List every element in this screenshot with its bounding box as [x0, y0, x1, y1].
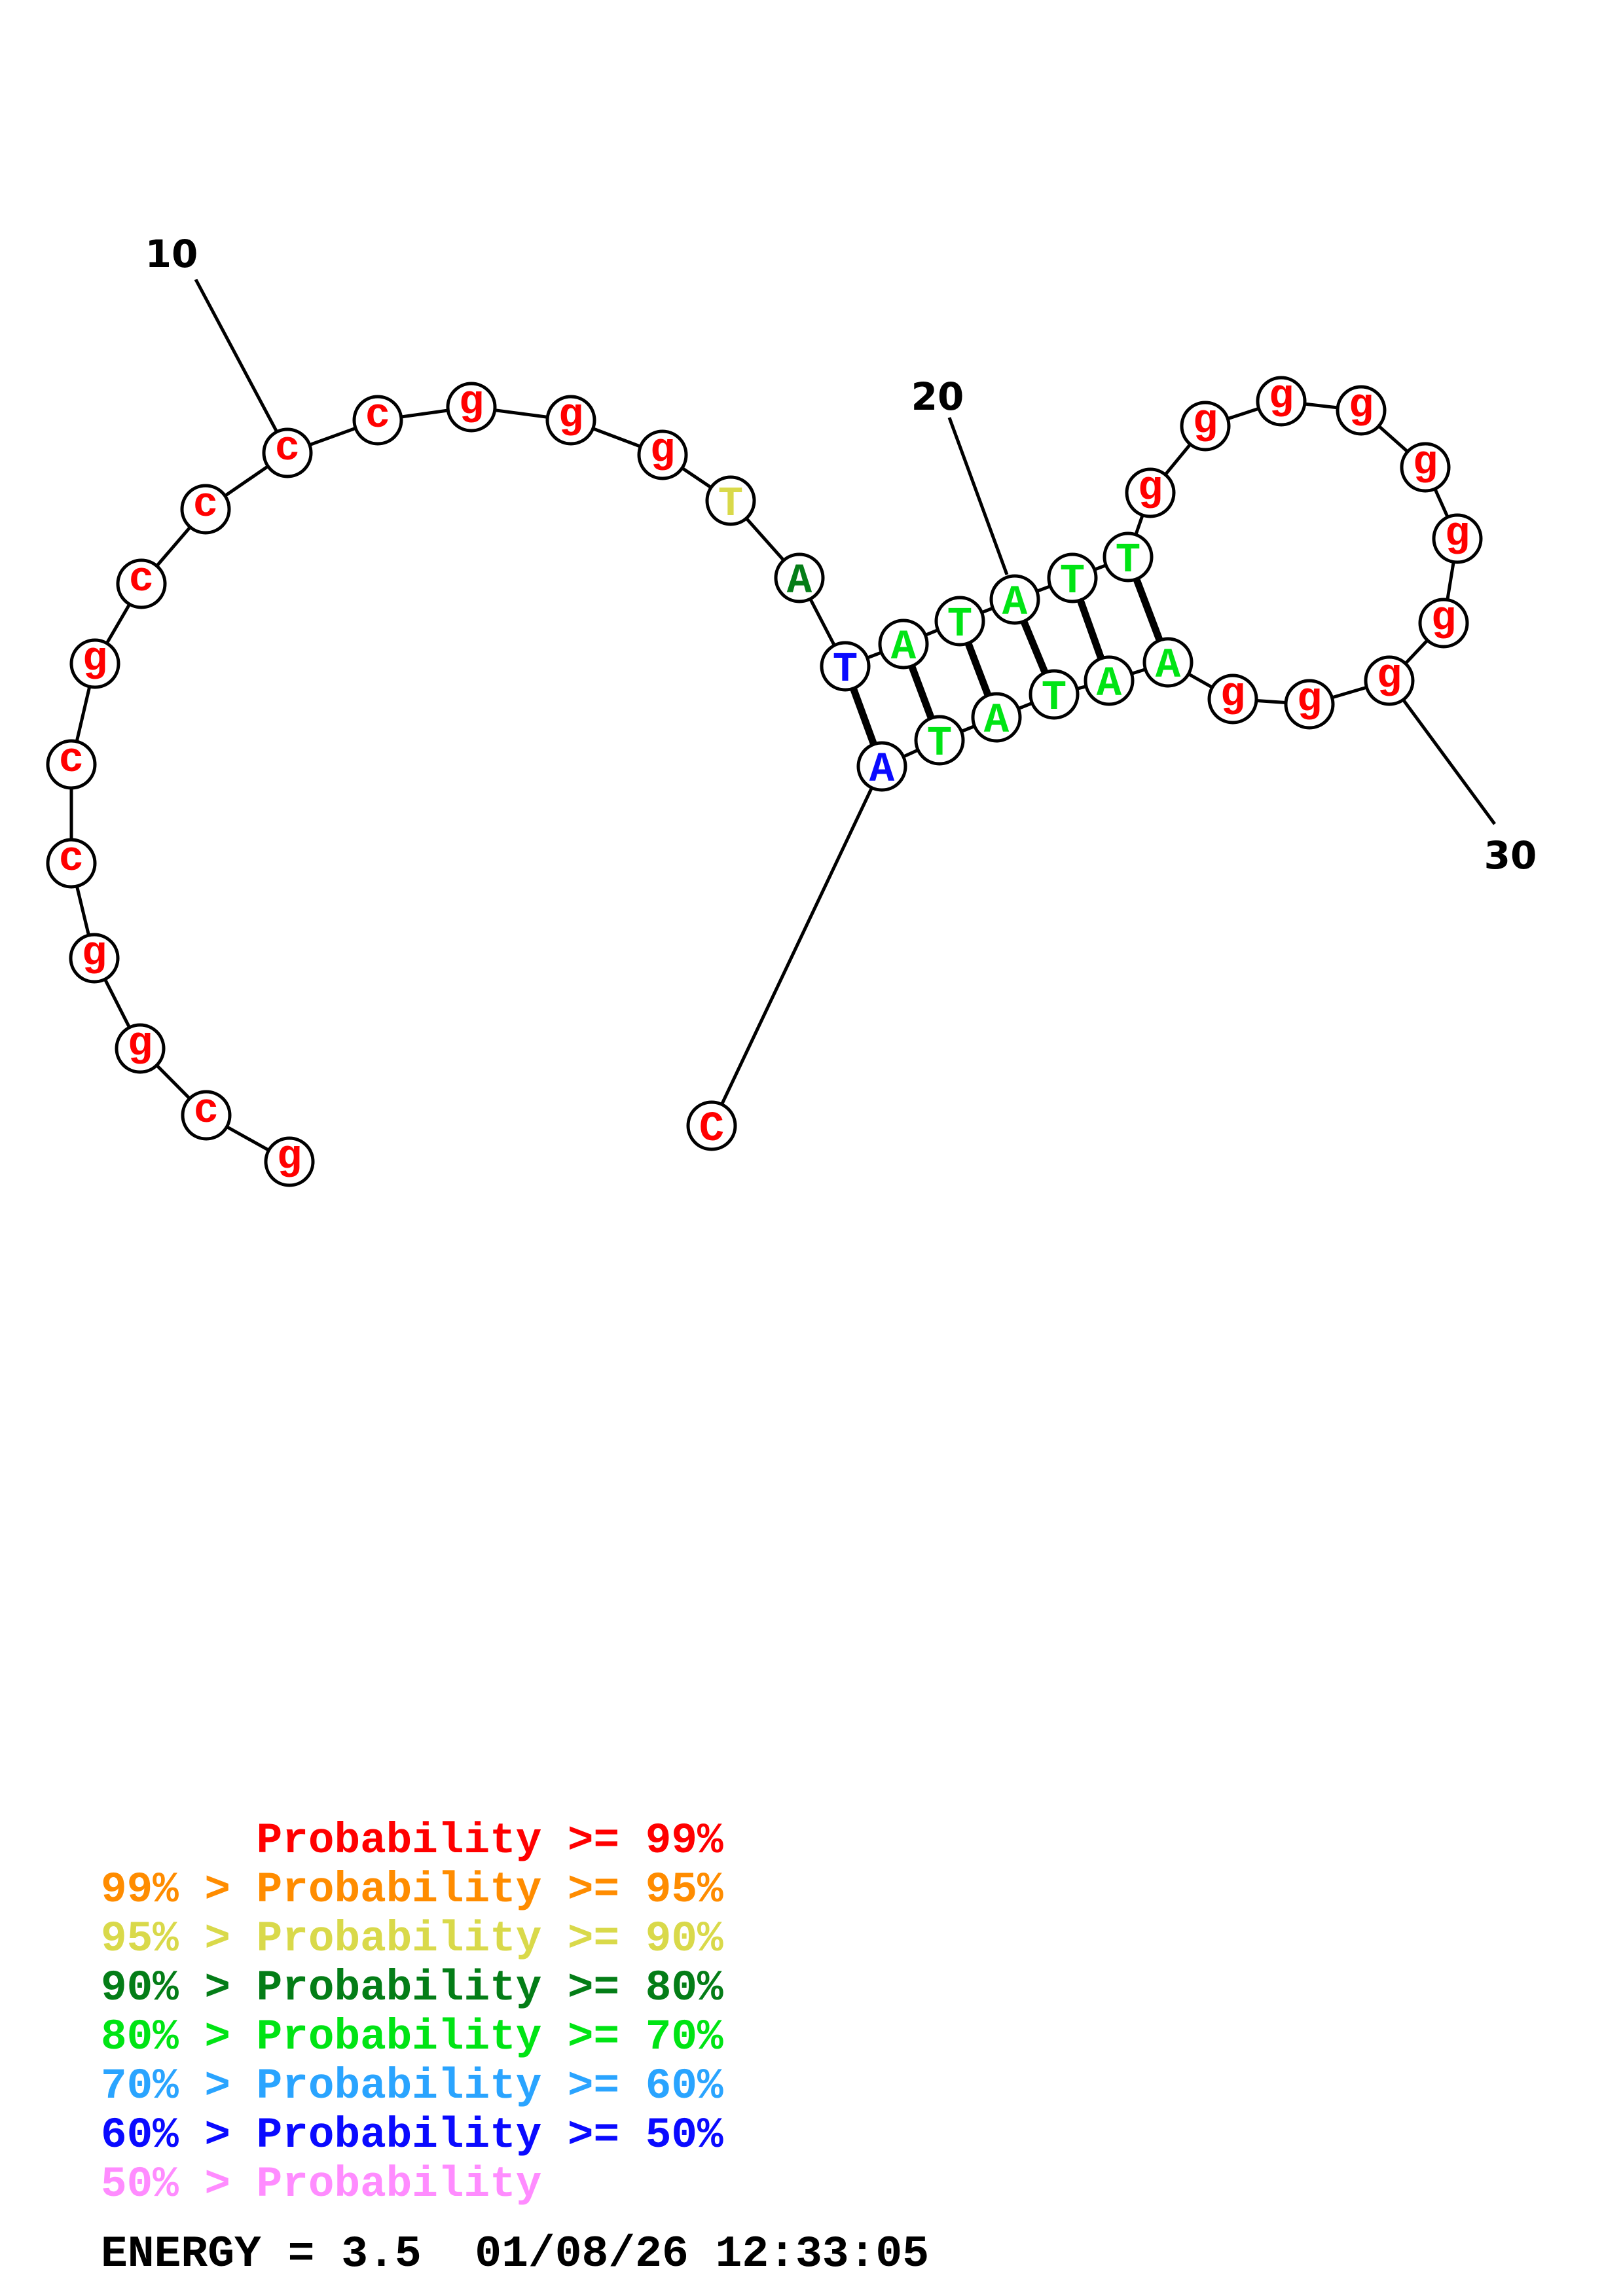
nucleotide-circle-19 — [934, 596, 985, 647]
nucleotide-base-33: A — [1156, 643, 1181, 690]
nucleotide-base-6: c — [59, 737, 84, 784]
nucleotide-circle-9 — [180, 484, 231, 535]
nucleotide-base-35: T — [1042, 675, 1067, 722]
nucleotide-circle-28 — [1432, 513, 1483, 564]
legend-row-ge95: 99% > Probability >= 95% — [101, 1865, 723, 1914]
nucleotide-base-30: g — [1377, 653, 1402, 700]
nucleotide-base-17: T — [833, 647, 858, 694]
nucleotide-base-26: g — [1349, 383, 1374, 430]
nucleotide-base-31: g — [1297, 677, 1322, 724]
nucleotide-base-7: g — [82, 636, 107, 683]
nucleotide-circle-39 — [686, 1100, 737, 1151]
nucleotide-base-18: A — [891, 624, 917, 672]
nucleotide-base-2: c — [194, 1088, 219, 1135]
nucleotide-base-29: g — [1431, 596, 1456, 643]
nucleotide-circle-25 — [1256, 376, 1307, 427]
nucleotide-base-34: A — [1097, 661, 1122, 708]
nucleotide-circle-27 — [1400, 442, 1451, 493]
nucleotide-base-38: A — [869, 747, 895, 794]
nucleotide-base-13: g — [558, 393, 583, 440]
nucleotide-circle-3 — [115, 1023, 166, 1074]
nucleotide-circle-16 — [774, 552, 825, 603]
nucleotide-circle-11 — [352, 395, 403, 446]
nucleotide-circle-6 — [46, 739, 97, 790]
nucleotide-base-5: c — [59, 836, 84, 883]
nucleotide-circle-12 — [446, 382, 497, 433]
nucleotide-base-14: g — [650, 427, 675, 475]
nucleotide-base-8: c — [129, 556, 154, 603]
nucleotide-circle-17 — [820, 641, 871, 692]
nucleotide-base-39: C — [699, 1106, 724, 1153]
position-label-line — [194, 278, 280, 435]
nucleotide-base-37: T — [927, 721, 952, 768]
nucleotide-base-28: g — [1445, 511, 1470, 558]
nucleotide-circle-10 — [262, 427, 313, 478]
nucleotide-circle-26 — [1336, 385, 1387, 436]
position-label-20: 20 — [911, 374, 964, 419]
backbone-segment — [710, 765, 884, 1127]
nucleotide-base-24: g — [1193, 399, 1218, 446]
nucleotide-base-12: g — [459, 380, 484, 427]
nucleotide-circle-36 — [971, 692, 1022, 743]
position-label-10: 10 — [145, 232, 198, 276]
legend-row-ge90: 95% > Probability >= 90% — [101, 1914, 723, 1964]
nucleotide-circle-33 — [1142, 637, 1194, 688]
nucleotide-circle-18 — [878, 619, 929, 670]
nucleotide-circle-38 — [856, 741, 907, 792]
nucleotide-circle-32 — [1207, 673, 1258, 725]
nucleotide-base-23: g — [1138, 465, 1163, 512]
nucleotide-base-9: c — [193, 482, 218, 529]
nucleotide-base-21: T — [1060, 558, 1085, 605]
nucleotide-base-11: c — [365, 393, 390, 440]
position-label-line — [1400, 696, 1497, 825]
legend-row-ge60: 70% > Probability >= 60% — [101, 2062, 723, 2111]
nucleotide-circle-7 — [69, 638, 120, 689]
nucleotide-circle-24 — [1180, 401, 1231, 452]
position-label-line — [947, 417, 1009, 575]
nucleotide-base-1: g — [277, 1134, 302, 1181]
nucleotide-base-27: g — [1413, 440, 1438, 487]
nucleotide-circle-29 — [1418, 598, 1469, 649]
legend-row-ge80: 90% > Probability >= 80% — [101, 1964, 723, 2013]
nucleotide-circle-37 — [914, 715, 965, 766]
nucleotide-circle-15 — [705, 475, 756, 526]
nucleotide-base-32: g — [1220, 672, 1245, 719]
nucleotide-circle-35 — [1029, 669, 1080, 720]
nucleotide-base-22: T — [1116, 537, 1140, 584]
legend-row-ge70: 80% > Probability >= 70% — [101, 2013, 723, 2062]
nucleotide-circle-8 — [116, 558, 167, 609]
nucleotide-base-3: g — [128, 1021, 153, 1068]
nucleotide-circle-30 — [1364, 655, 1415, 706]
nucleotide-circle-23 — [1125, 467, 1176, 518]
nucleotide-base-36: A — [984, 698, 1010, 745]
nucleotide-circle-20 — [989, 574, 1040, 625]
legend-row-ge50: 60% > Probability >= 50% — [101, 2111, 723, 2160]
nucleotide-circle-34 — [1084, 655, 1135, 706]
legend-row-lt50: 50% > Probability — [101, 2160, 542, 2209]
nucleotide-base-19: T — [947, 601, 972, 649]
nucleotide-base-15: T — [718, 481, 743, 528]
nucleotide-circle-22 — [1103, 531, 1154, 583]
nucleotide-circle-4 — [69, 933, 120, 984]
energy-text: ENERGY = 3.5 01/08/26 12:33:05 — [101, 2229, 930, 2280]
nucleotide-circle-31 — [1284, 679, 1335, 730]
legend-row-ge99: Probability >= 99% — [101, 1816, 723, 1865]
nucleotide-base-4: g — [82, 931, 107, 978]
nucleotide-circle-14 — [637, 429, 688, 480]
position-label-30: 30 — [1484, 833, 1537, 878]
nucleotide-circle-21 — [1047, 552, 1098, 603]
nucleotide-base-16: A — [787, 558, 812, 605]
nucleotide-circle-5 — [46, 838, 97, 889]
nucleotide-base-20: A — [1002, 580, 1028, 627]
nucleotide-circle-2 — [181, 1090, 232, 1141]
nucleotide-base-25: g — [1269, 374, 1294, 421]
nucleotide-circle-13 — [545, 395, 596, 446]
nucleotide-base-10: c — [275, 425, 300, 473]
nucleotide-circle-1 — [264, 1136, 315, 1187]
